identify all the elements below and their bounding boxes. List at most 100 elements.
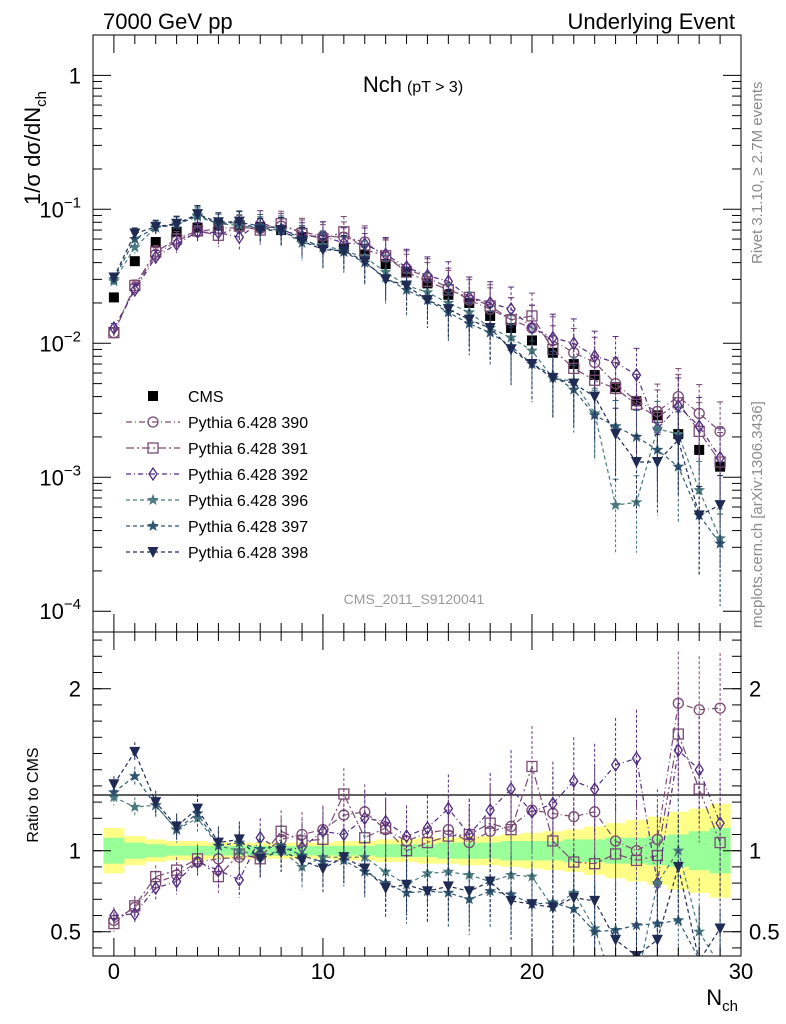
ratio-data-point	[443, 801, 454, 816]
data-point	[714, 456, 726, 468]
legend-marker	[147, 493, 159, 505]
ratio-data-point	[505, 895, 517, 907]
series-pythia-6-428-398	[108, 205, 726, 575]
legend-label: CMS	[188, 389, 224, 406]
data-point	[714, 500, 726, 512]
ratio-data-point	[548, 796, 558, 811]
ratio-data-point	[421, 886, 433, 898]
ratio-data-point	[213, 862, 224, 878]
header-left: 7000 GeV pp	[103, 9, 233, 34]
ratio-data-point	[609, 835, 622, 847]
data-point	[442, 304, 454, 316]
ratio-data-point	[421, 867, 434, 879]
legend: CMS Pythia 6.428 390 Pythia 6.428 391 Pythi…	[126, 389, 308, 562]
data-point	[443, 274, 454, 289]
legend-label: Pythia 6.428 398	[188, 545, 308, 562]
data-point	[421, 295, 433, 307]
ratio-data-point	[568, 811, 580, 823]
ratio-data-point	[651, 917, 664, 929]
ratio-data-point	[400, 886, 413, 898]
data-point	[693, 510, 705, 522]
data-point	[589, 391, 601, 403]
y-tick-label: 10−3	[39, 462, 81, 490]
ratio-y-tick-label-right: 2	[749, 677, 761, 702]
legend-marker	[147, 416, 159, 428]
data-point	[233, 216, 245, 228]
legend-label: Pythia 6.428 396	[188, 493, 308, 510]
legend-label: Pythia 6.428 391	[188, 441, 308, 458]
ratio-data-point	[192, 803, 204, 815]
ratio-data-point	[568, 892, 580, 904]
ratio-data-point	[506, 781, 516, 797]
ratio-data-point	[338, 852, 350, 864]
data-point	[693, 425, 705, 438]
ratio-data-point	[128, 770, 141, 782]
ratio-y-tick-label-left: 0.5	[50, 920, 81, 945]
ratio-data-point	[254, 842, 267, 855]
ratio-data-point	[547, 902, 559, 914]
side-label-mcplots: mcplots.cern.ch [arXiv:1306.3436]	[749, 401, 766, 628]
ratio-data-point	[610, 985, 622, 996]
ratio-data-point	[610, 934, 622, 946]
ratio-data-point	[338, 788, 350, 800]
data-point	[568, 336, 579, 351]
ratio-data-point	[714, 960, 726, 971]
ratio-data-point	[484, 876, 496, 888]
ratio-ylabel: Ratio to CMS	[25, 747, 42, 842]
series-line	[113, 223, 721, 463]
ratio-data-point	[589, 895, 601, 907]
data-point	[589, 349, 600, 364]
ratio-data-point	[714, 702, 726, 714]
main-panel: 1 10−1 10−2 10−3 10−4 Nch (pT > 3) CMS_2011_S…	[20, 34, 742, 633]
ratio-y-tick-label-left: 1	[69, 839, 81, 864]
main-axis-ticks: 1 10−1 10−2 10−3 10−4	[39, 34, 742, 632]
plot-title: Nch (pT > 3)	[363, 72, 463, 97]
ratio-data-point	[651, 934, 663, 946]
ratio-data-point	[463, 886, 475, 898]
legend-label: Pythia 6.428 392	[188, 467, 308, 484]
plot-title-main: Nch	[363, 72, 402, 97]
data-point	[651, 457, 663, 469]
x-tick-label: 20	[520, 959, 544, 984]
ratio-data-point	[714, 836, 726, 849]
data-point	[401, 280, 413, 292]
data-point	[715, 450, 725, 465]
ratio-data-point	[234, 872, 245, 888]
main-ylabel: 1/σ dσ/dNch	[20, 91, 50, 205]
data-point	[609, 498, 622, 511]
ratio-data-point	[275, 845, 287, 857]
ratio-data-point	[150, 880, 161, 896]
data-point	[171, 218, 183, 230]
data-point	[548, 330, 558, 345]
data-point	[589, 374, 601, 386]
ratio-data-point	[630, 854, 643, 867]
ratio-data-point	[505, 823, 517, 836]
y-tick-label: 1	[69, 63, 81, 88]
ratio-data-point	[527, 804, 537, 819]
data-point	[380, 274, 392, 286]
ratio-data-point	[589, 806, 601, 818]
data-point	[484, 323, 496, 335]
data-point	[672, 460, 685, 472]
ratio-data-point	[233, 834, 245, 846]
data-point	[672, 434, 684, 446]
ratio-series-line	[113, 702, 721, 921]
ratio-data-point	[171, 874, 182, 889]
ratio-data-point	[693, 704, 705, 716]
data-point	[693, 484, 706, 496]
ratio-data-point	[422, 820, 433, 836]
data-point	[150, 249, 161, 265]
data-point	[484, 300, 496, 312]
analysis-watermark: CMS_2011_S9120041	[344, 591, 485, 607]
data-point	[588, 409, 601, 421]
data-point	[463, 314, 475, 326]
ratio-data-point	[296, 855, 308, 867]
ratio-data-point	[192, 854, 203, 870]
ratio-y-tick-label-right: 0.5	[749, 920, 780, 945]
header-right: Underlying Event	[567, 9, 735, 34]
ratio-data-point	[589, 858, 601, 870]
data-point	[568, 378, 580, 390]
ratio-data-point	[693, 955, 705, 956]
plot-title-sub: (pT > 3)	[407, 79, 463, 96]
